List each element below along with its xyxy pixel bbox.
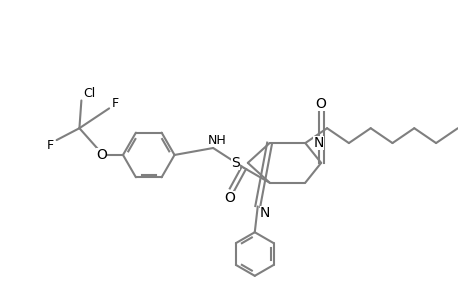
Text: F: F [112, 97, 119, 110]
Text: S: S [231, 156, 240, 170]
Text: Cl: Cl [83, 87, 95, 100]
Text: N: N [259, 206, 269, 220]
Text: O: O [315, 98, 326, 111]
Text: O: O [224, 190, 235, 205]
Text: O: O [95, 148, 106, 162]
Text: F: F [46, 139, 54, 152]
Text: NH: NH [207, 134, 226, 147]
Text: N: N [313, 136, 323, 150]
